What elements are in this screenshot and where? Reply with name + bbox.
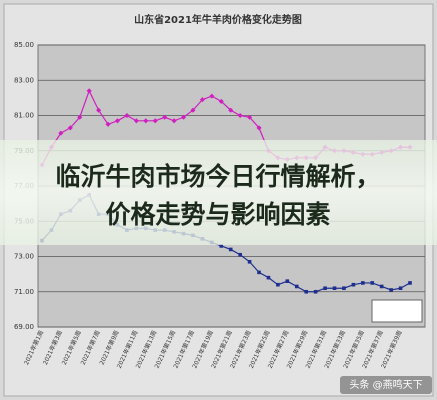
data-point	[379, 284, 384, 289]
y-tick-label: 85.00	[14, 41, 34, 49]
data-point	[67, 125, 73, 131]
data-point	[342, 286, 346, 291]
watermark: 头条 @燕鸣天下	[349, 378, 422, 391]
data-point	[238, 252, 242, 257]
data-point	[266, 275, 271, 280]
data-point	[313, 289, 318, 294]
data-point	[152, 118, 158, 124]
data-point	[361, 281, 365, 285]
data-point	[257, 270, 261, 275]
y-tick-label: 81.00	[14, 112, 34, 120]
data-point	[143, 118, 149, 124]
headline-banner	[0, 140, 437, 245]
data-point	[323, 286, 327, 291]
data-point	[408, 281, 412, 285]
data-point	[247, 259, 252, 264]
data-point	[162, 114, 168, 120]
data-point	[180, 114, 187, 120]
y-tick-label: 83.00	[14, 76, 34, 84]
data-point	[285, 279, 290, 283]
data-point	[219, 244, 224, 248]
data-point	[96, 107, 102, 113]
data-point	[199, 97, 205, 103]
data-point	[124, 112, 130, 119]
y-tick-label: 73.00	[14, 253, 34, 261]
legend	[371, 299, 423, 323]
data-point	[105, 121, 111, 127]
data-point	[276, 282, 280, 287]
data-point	[294, 284, 299, 289]
headline: 价格走势与影响因素	[105, 200, 330, 229]
data-point	[332, 286, 337, 291]
y-tick-label: 71.00	[14, 288, 34, 296]
y-tick-label: 69.00	[14, 323, 34, 331]
data-point	[237, 112, 243, 119]
watermark-bg	[340, 376, 432, 394]
data-point	[228, 107, 234, 113]
headline: 临沂牛肉市场今日行情解析，	[55, 162, 380, 191]
data-point	[351, 282, 356, 287]
data-point	[133, 118, 139, 124]
data-point	[171, 118, 177, 124]
data-point	[370, 281, 375, 285]
chart-title: 山东省2021年牛羊肉价格变化走势图	[134, 13, 302, 26]
data-point	[247, 114, 253, 120]
data-point	[389, 288, 393, 292]
data-point	[228, 247, 233, 252]
data-point	[304, 289, 309, 294]
data-point	[398, 286, 403, 291]
